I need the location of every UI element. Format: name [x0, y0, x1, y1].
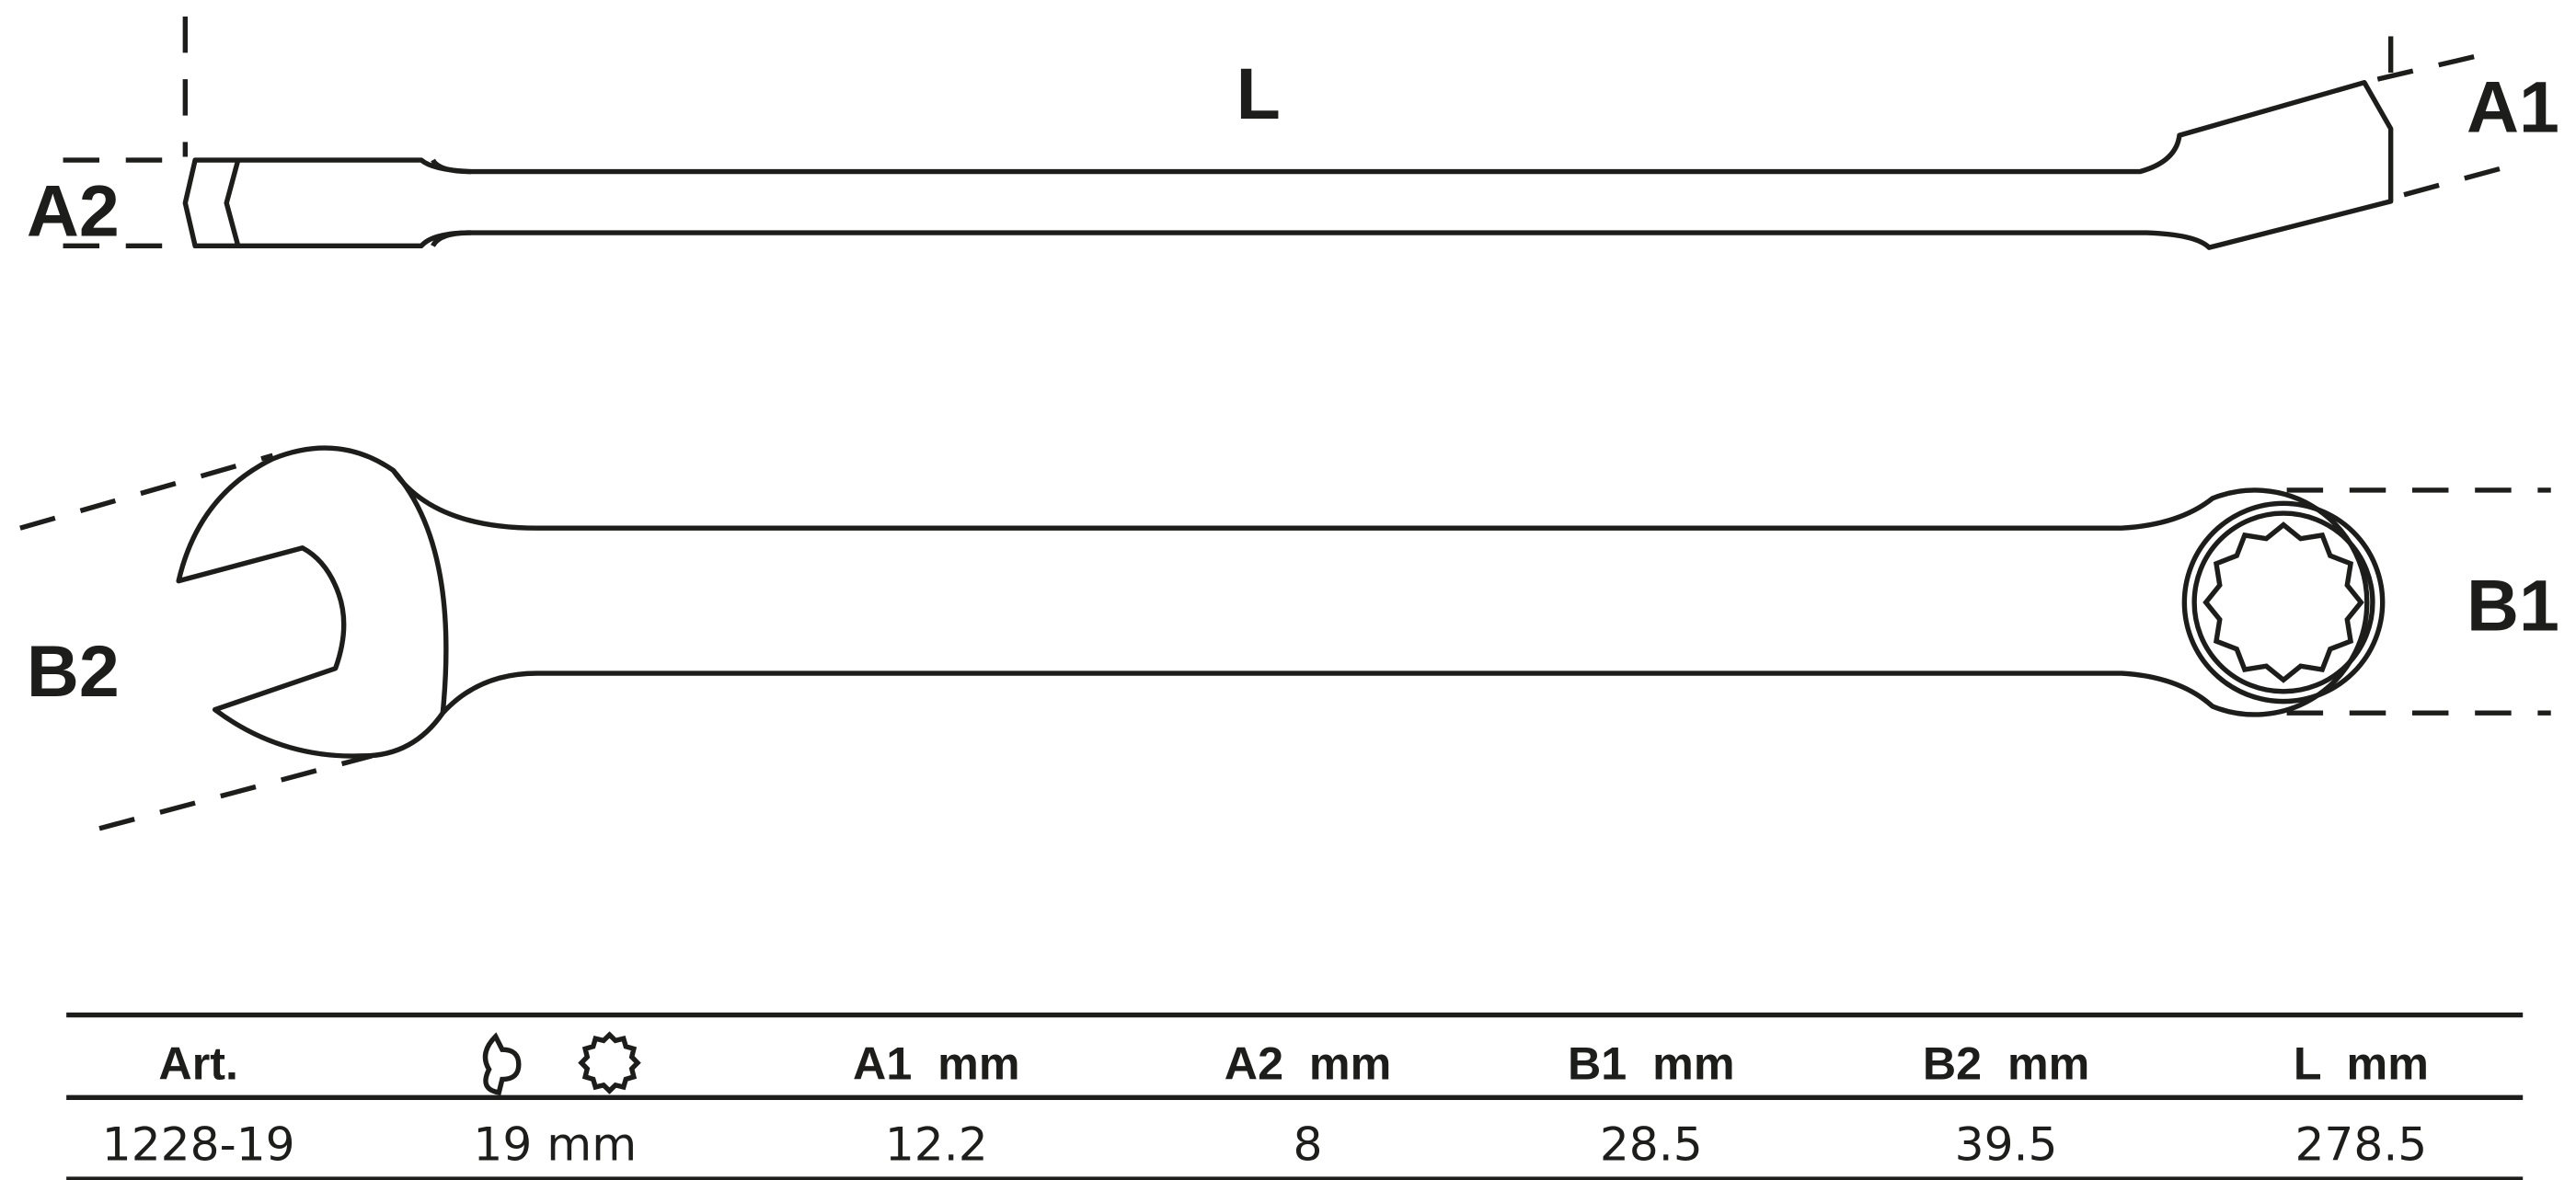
a1-dimension-bottom: [2403, 166, 2502, 198]
label-b2: B2: [27, 631, 120, 712]
header-a2: A2 mm: [1225, 1038, 1391, 1090]
spec-table: Art. A1 mm A2 mm B1 mm B2 mm L mm 1228-1…: [66, 1012, 2524, 1180]
header-a1: A1 mm: [853, 1038, 1019, 1090]
cell-b1: 28.5: [1600, 1117, 1703, 1171]
open-end-side: [182, 80, 2394, 250]
ring-end-outer: [2181, 500, 2386, 705]
header-l: L mm: [2294, 1038, 2429, 1090]
open-end-jaw: [176, 445, 2370, 759]
cell-l: 278.5: [2294, 1117, 2427, 1171]
cell-b2: 39.5: [1955, 1117, 2058, 1171]
header-b1: B1 mm: [1568, 1038, 1734, 1090]
a1-dimension-top: [2376, 53, 2478, 82]
cell-a2: 8: [1294, 1117, 1323, 1171]
cell-a1: 12.2: [885, 1117, 988, 1171]
header-art: Art.: [158, 1038, 238, 1090]
wrench-front-view: B1 B2: [19, 445, 2559, 831]
label-l: L: [1236, 53, 1281, 134]
label-a2: A2: [27, 171, 120, 252]
cell-size: 19 mm: [473, 1117, 637, 1171]
label-b1: B1: [2467, 565, 2559, 646]
combination-wrench-and-12-point-ring-icon: [482, 1031, 641, 1095]
table-row: 1228-19 19 mm 12.2 8 28.5 39.5 278.5: [102, 1117, 2428, 1171]
wrench-side-view: L A1 A2: [27, 16, 2559, 252]
cell-art: 1228-19: [102, 1117, 295, 1171]
header-b2: B2 mm: [1923, 1038, 2089, 1090]
label-a1: A1: [2467, 67, 2559, 148]
b2-dimension-top: [19, 453, 274, 531]
b2-dimension-bottom: [98, 753, 373, 831]
twelve-point-ring-profile: [2202, 521, 2364, 683]
